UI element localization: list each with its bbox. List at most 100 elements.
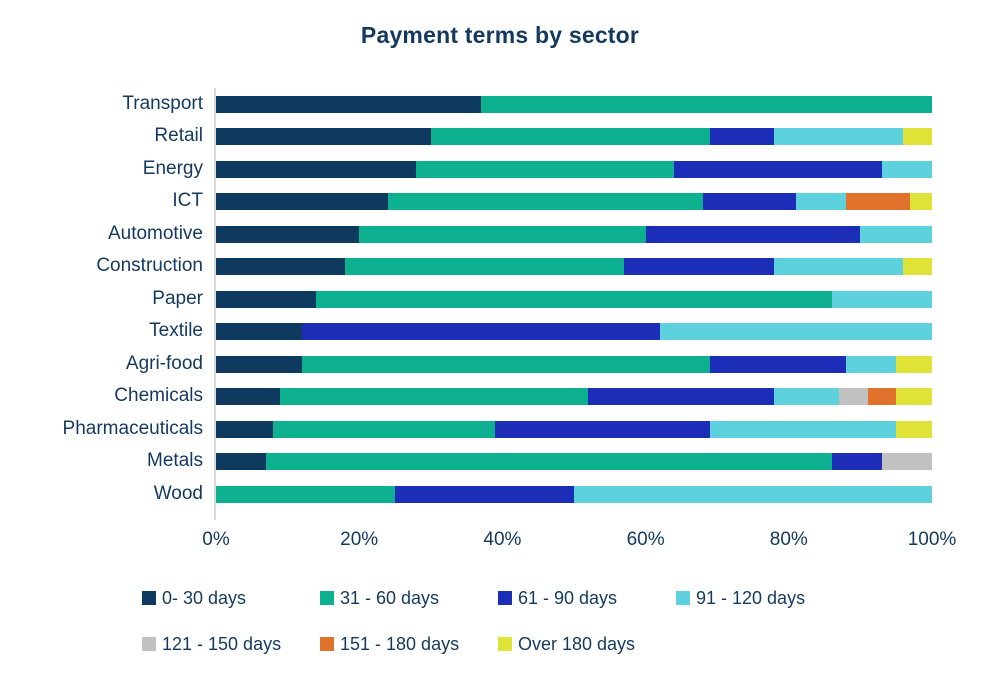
bar-track [216, 290, 932, 308]
bar-segment-0-30-days [216, 323, 302, 340]
bar-segment-91-120-days [881, 160, 932, 178]
bar-segment-31-60-days [480, 95, 932, 113]
bar-segment-121-150-days [838, 388, 868, 405]
legend-label: 61 - 90 days [518, 587, 618, 608]
legend-label: Over 180 days [518, 633, 636, 654]
bar-track [216, 95, 932, 113]
x-tick-label: 60% [626, 529, 665, 550]
bar-segment-91-120-days [795, 193, 847, 210]
bar-segment-91-120-days [574, 485, 932, 503]
bar-track [216, 355, 932, 373]
bar-segment-151-180-days [846, 193, 911, 210]
bar-segment-31-60-days [280, 388, 589, 405]
bar-track [216, 193, 932, 210]
category-label: Wood [153, 482, 203, 504]
bar-segment-61-90-days [395, 485, 574, 503]
legend-swatch [142, 637, 156, 651]
bar-segment-31-60-days [359, 225, 646, 243]
category-label: Energy [142, 157, 203, 179]
bar-segment-0-30-days [216, 160, 417, 178]
bar-segment-over-180-days [903, 258, 932, 275]
bar-segment-91-120-days [774, 388, 839, 405]
bar-segment-over-180-days [896, 388, 932, 405]
bar-segment-0-30-days [216, 290, 317, 308]
legend-item: 0- 30 days [142, 584, 320, 612]
x-tick-label: 40% [483, 529, 522, 550]
x-tick-label: 100% [907, 529, 957, 550]
x-tick-label: 0% [202, 529, 230, 550]
bar-segment-61-90-days [301, 323, 660, 340]
bar-row: Textile [0, 320, 1000, 341]
bar-row: Energy [0, 157, 1000, 179]
legend: 0- 30 days 31 - 60 days 61 - 90 days 91 - 1… [142, 584, 902, 658]
bar-track [216, 160, 932, 178]
category-label: Retail [154, 125, 203, 146]
x-tick-label: 20% [340, 529, 379, 550]
bar-segment-61-90-days [702, 193, 796, 210]
bar-segment-0-30-days [216, 95, 481, 113]
legend-item: Over 180 days [498, 630, 676, 658]
bar-segment-0-30-days [216, 355, 302, 373]
bar-row: ICT [0, 190, 1000, 211]
legend-label: 31 - 60 days [340, 587, 440, 608]
legend-item: 151 - 180 days [320, 630, 498, 658]
bar-segment-151-180-days [867, 388, 897, 405]
y-axis-line [214, 88, 216, 520]
bar-track [216, 225, 932, 243]
bar-segment-61-90-days [645, 225, 861, 243]
legend-swatch [320, 591, 334, 605]
bar-segment-0-30-days [216, 258, 345, 275]
bar-track [216, 128, 932, 145]
legend-label: 151 - 180 days [340, 633, 460, 654]
bar-segment-0-30-days [216, 420, 274, 438]
bar-segment-31-60-days [273, 420, 496, 438]
category-label: Agri-food [125, 352, 203, 374]
bar-segment-91-120-days [774, 258, 904, 275]
bar-segment-over-180-days [910, 193, 932, 210]
bar-segment-31-60-days [216, 485, 395, 503]
bar-segment-61-90-days [588, 388, 775, 405]
bar-segment-0-30-days [216, 128, 431, 145]
category-label: Transport [122, 92, 203, 114]
category-label: ICT [172, 190, 203, 211]
bar-segment-over-180-days [903, 128, 932, 145]
bar-segment-91-120-days [846, 355, 897, 373]
bar-segment-0-30-days [216, 193, 388, 210]
legend-swatch [498, 591, 512, 605]
bar-row: Transport [0, 92, 1000, 114]
legend-swatch [142, 591, 156, 605]
bar-row: Pharmaceuticals [0, 417, 1000, 439]
bar-segment-91-120-days [774, 128, 904, 145]
bar-segment-61-90-days [674, 160, 882, 178]
bar-segment-0-30-days [216, 453, 267, 470]
category-label: Chemicals [114, 385, 203, 406]
bar-track [216, 485, 932, 503]
bar-row: Chemicals [0, 385, 1000, 406]
category-label: Metals [147, 450, 203, 471]
legend-item: 121 - 150 days [142, 630, 320, 658]
category-label: Pharmaceuticals [62, 417, 203, 439]
bar-segment-91-120-days [831, 290, 932, 308]
bar-segment-0-30-days [216, 225, 360, 243]
chart-title: Payment terms by sector [360, 22, 640, 48]
bar-segment-31-60-days [416, 160, 675, 178]
category-label: Textile [149, 320, 203, 341]
bar-segment-91-120-days [659, 323, 932, 340]
legend-label: 91 - 120 days [696, 587, 806, 608]
bar-segment-31-60-days [387, 193, 703, 210]
bar-segment-61-90-days [710, 355, 847, 373]
legend-item: 91 - 120 days [676, 584, 854, 612]
bar-segment-121-150-days [881, 453, 932, 470]
bar-segment-61-90-days [710, 128, 775, 145]
bar-segment-31-60-days [266, 453, 832, 470]
bar-row: Agri-food [0, 352, 1000, 374]
legend-item: 61 - 90 days [498, 584, 676, 612]
bar-row: Metals [0, 450, 1000, 471]
legend-swatch [320, 637, 334, 651]
bar-segment-over-180-days [896, 355, 932, 373]
category-label: Construction [96, 255, 203, 276]
bar-segment-over-180-days [896, 420, 932, 438]
bar-track [216, 420, 932, 438]
bar-segment-31-60-days [301, 355, 711, 373]
